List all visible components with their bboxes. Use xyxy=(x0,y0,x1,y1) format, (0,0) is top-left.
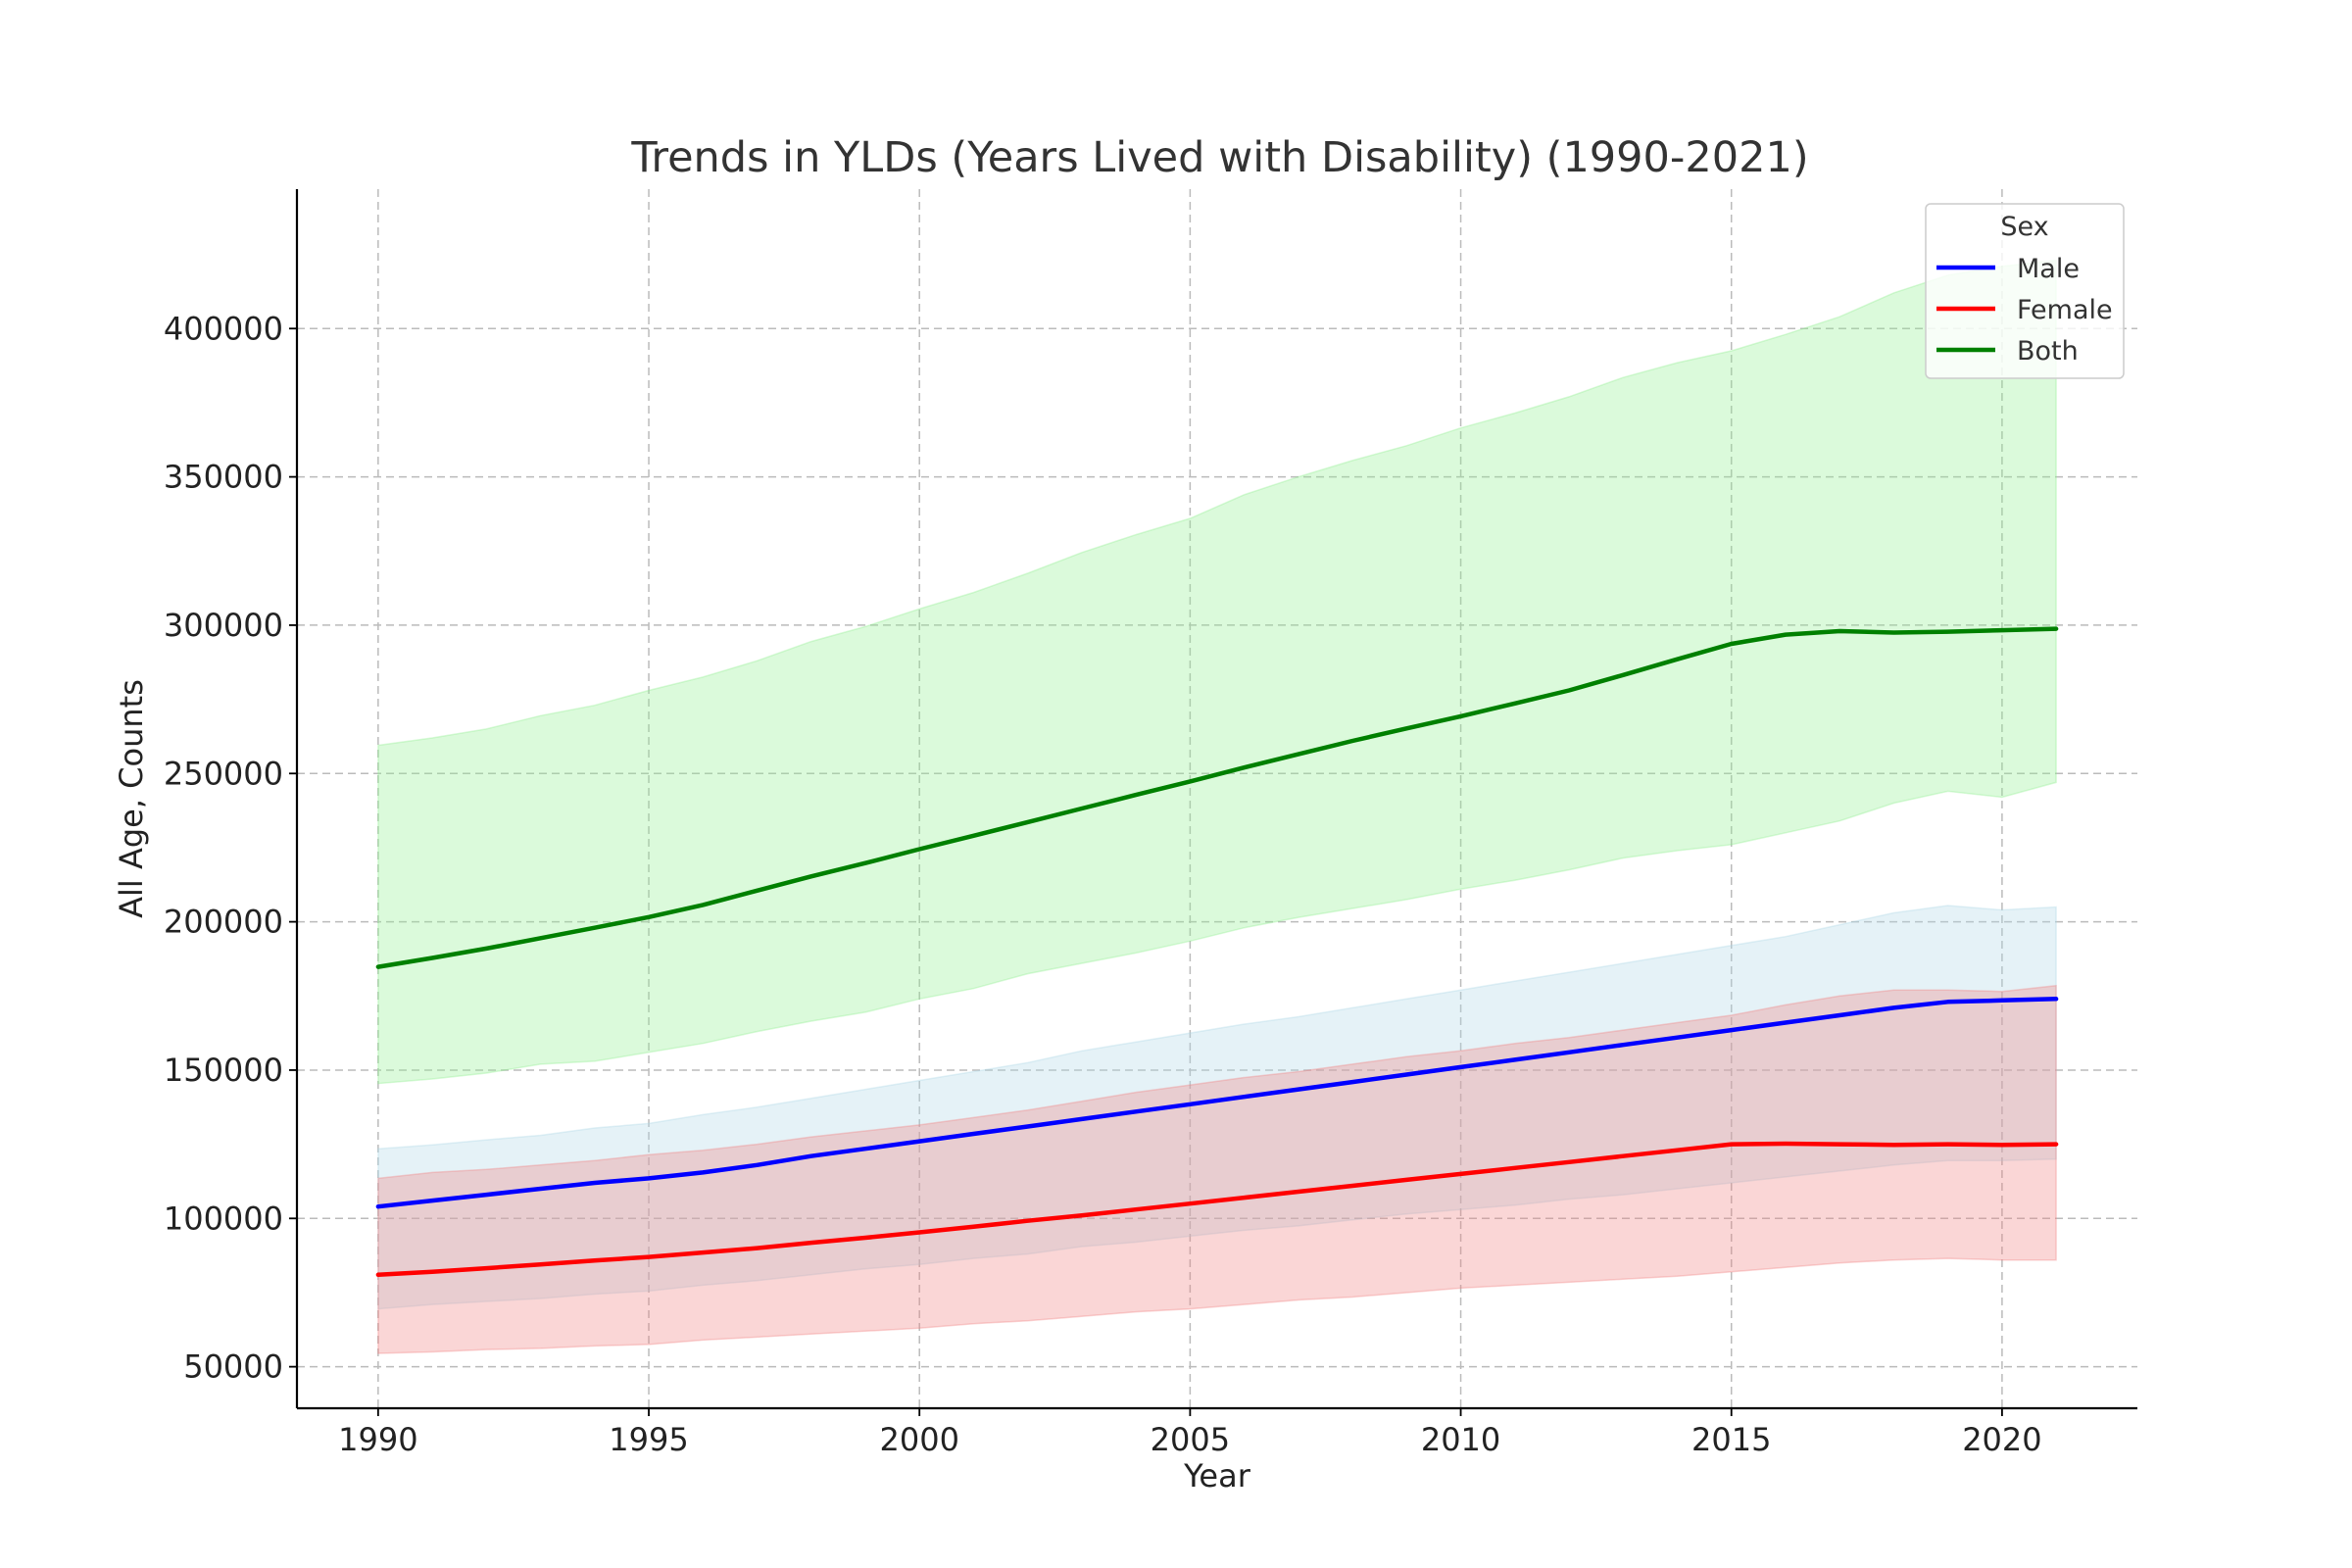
line-both xyxy=(375,626,2059,969)
y-tick-label: 400000 xyxy=(164,310,283,347)
legend-label-both: Both xyxy=(2017,336,2079,367)
x-ticks: 1990 1995 2000 2005 2010 2015 2020 xyxy=(338,1408,2042,1458)
x-tick-label: 1990 xyxy=(338,1421,417,1458)
x-axis-label: Year xyxy=(1183,1457,1251,1494)
legend-label-male: Male xyxy=(2017,254,2080,284)
y-axis-label: All Age, Counts xyxy=(113,679,150,918)
y-tick-label: 300000 xyxy=(164,607,283,644)
legend-title: Sex xyxy=(2000,212,2048,242)
x-tick-label: 2005 xyxy=(1151,1421,1230,1458)
y-tick-label: 100000 xyxy=(164,1200,283,1237)
y-tick-label: 350000 xyxy=(164,459,283,496)
series-lines xyxy=(375,626,2059,1278)
x-tick-label: 2015 xyxy=(1691,1421,1771,1458)
x-tick-label: 1995 xyxy=(609,1421,688,1458)
band-female xyxy=(377,984,2057,1354)
y-tick-label: 150000 xyxy=(164,1052,283,1089)
y-tick-label: 50000 xyxy=(183,1348,283,1386)
y-tick-label: 200000 xyxy=(164,904,283,941)
y-ticks: 50000 100000 150000 200000 250000 300000 35000… xyxy=(164,310,297,1386)
x-tick-label: 2020 xyxy=(1962,1421,2041,1458)
confidence-bands xyxy=(377,259,2057,1354)
legend-box xyxy=(1925,203,2125,379)
line-male xyxy=(375,997,2059,1209)
legend: Sex Male Female Both xyxy=(1925,203,2125,379)
line-female xyxy=(375,1141,2059,1278)
chart-title: Trends in YLDs (Years Lived with Disabil… xyxy=(630,133,1808,182)
x-tick-label: 2010 xyxy=(1421,1421,1500,1458)
legend-label-female: Female xyxy=(2017,295,2113,325)
band-male xyxy=(377,905,2057,1310)
x-tick-label: 2000 xyxy=(879,1421,958,1458)
y-tick-label: 250000 xyxy=(164,755,283,792)
